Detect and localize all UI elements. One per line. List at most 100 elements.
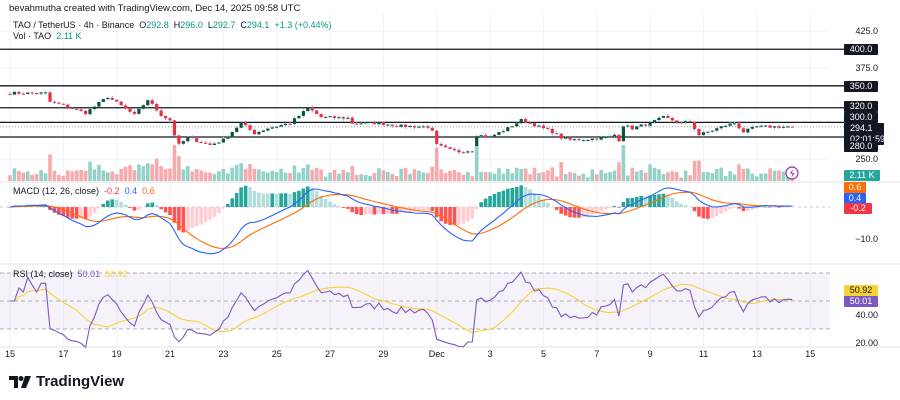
volume-bar (239, 163, 243, 181)
macd-signal-value: 0.6 (142, 186, 155, 196)
volume-bar (559, 162, 563, 181)
volume-bar (154, 158, 159, 181)
macd-hist-bar (448, 207, 452, 225)
macd-hist-bar (790, 207, 795, 208)
candle-body (92, 106, 97, 110)
candle-body (564, 137, 568, 139)
time-tick: Dec (428, 349, 445, 359)
macd-hist-bar (97, 207, 101, 209)
macd-hist-bar (528, 189, 532, 207)
macd-hist-bar (679, 203, 683, 207)
candle-body (648, 121, 652, 126)
macd-hist-bar (261, 193, 266, 207)
volume-bar (346, 172, 350, 181)
candle-body (777, 126, 781, 128)
macd-hist-bar (737, 207, 741, 209)
volume-bar (510, 173, 515, 181)
candle-body (524, 119, 528, 123)
candle-body (604, 136, 608, 138)
volume-bar (746, 168, 750, 181)
symbol-legend: TAO / TetherUS · 4h · Binance O292.8 H29… (13, 20, 332, 31)
volume-bar (408, 173, 412, 181)
volume-bar (590, 169, 595, 181)
macd-hist-bar (372, 207, 377, 215)
rsi-tick: 20.00 (855, 338, 878, 348)
volume-bar (61, 175, 66, 181)
time-tick: 19 (111, 349, 122, 359)
macd-hist-bar (768, 207, 772, 208)
macd-hist-badge: -0.2 (844, 203, 872, 214)
candle-body (261, 130, 265, 132)
volume-bar (568, 172, 572, 181)
candle-body (626, 125, 630, 127)
macd-hist-bar (394, 207, 399, 214)
macd-hist-bar (666, 195, 670, 207)
macd-hist-bar (546, 202, 550, 207)
candle-body (70, 107, 74, 109)
volume-bar (292, 165, 297, 181)
volume-bar (630, 167, 635, 181)
macd-hist-bar (181, 207, 186, 233)
rsi-line (10, 269, 793, 349)
rsi-title[interactable]: RSI (14, close) (13, 269, 73, 279)
volume-bar (212, 174, 217, 181)
macd-hist-bar (568, 207, 572, 218)
candle-body (155, 103, 159, 111)
macd-hist-bar (306, 186, 310, 207)
candle-body (230, 131, 234, 138)
volume-bar (390, 173, 395, 181)
candle-body (275, 126, 279, 128)
macd-hist-bar (692, 207, 697, 212)
volume-bar (577, 175, 581, 181)
volume-bar (328, 172, 332, 181)
candle-body (532, 123, 537, 127)
candle-body (146, 100, 150, 106)
volume-bar (617, 162, 621, 181)
rsi-ma-value: 50.92 (105, 269, 128, 279)
volume-bar (692, 160, 697, 181)
candle-body (332, 116, 337, 118)
macd-hist-bar (159, 207, 163, 210)
candle-body (79, 109, 83, 111)
time-tick: 23 (218, 349, 229, 359)
volume-bar (506, 168, 510, 181)
volume-bar (728, 171, 732, 181)
volume-bar (710, 173, 715, 181)
candle-body (781, 126, 786, 128)
candle-body (528, 122, 532, 124)
volume-bar (279, 168, 283, 181)
symbol-title[interactable]: TAO / TetherUS · 4h · Binance (13, 20, 135, 30)
volume-bar (332, 169, 337, 181)
macd-hist-bar (563, 207, 568, 216)
macd-hist-bar (719, 207, 723, 214)
volume-bar (439, 169, 443, 181)
macd-hist-bar (137, 207, 141, 210)
volume-bar (274, 172, 279, 181)
macd-tick: −10.0 (855, 234, 878, 244)
macd-hist-bar (519, 185, 523, 207)
volume-bar (706, 172, 710, 181)
macd-hist-bar (297, 190, 301, 207)
level-label-350: 350.0 (844, 81, 878, 92)
tradingview-logo[interactable]: TradingView (9, 373, 124, 390)
macd-hist-bar (661, 193, 666, 207)
volume-bar (226, 173, 230, 181)
macd-hist-bar (381, 207, 386, 214)
volume-bar (386, 171, 390, 181)
volume-bar (88, 161, 92, 181)
macd-line (9, 187, 793, 255)
candle-body (386, 124, 390, 126)
macd-hist-bar (323, 199, 328, 207)
rsi-legend: RSI (14, close) 50.01 50.92 (13, 269, 128, 280)
candle-body (203, 142, 208, 144)
macd-hist-bar (386, 207, 390, 214)
macd-hist-bar (621, 201, 626, 207)
macd-title[interactable]: MACD (12, 26, close) (13, 186, 100, 196)
volume-label[interactable]: Vol · TAO (13, 31, 52, 41)
macd-hist-bar (346, 207, 350, 209)
macd-hist-bar (426, 207, 430, 211)
candle-body (30, 92, 34, 94)
volume-bar (714, 168, 719, 181)
time-tick: 25 (271, 349, 282, 359)
